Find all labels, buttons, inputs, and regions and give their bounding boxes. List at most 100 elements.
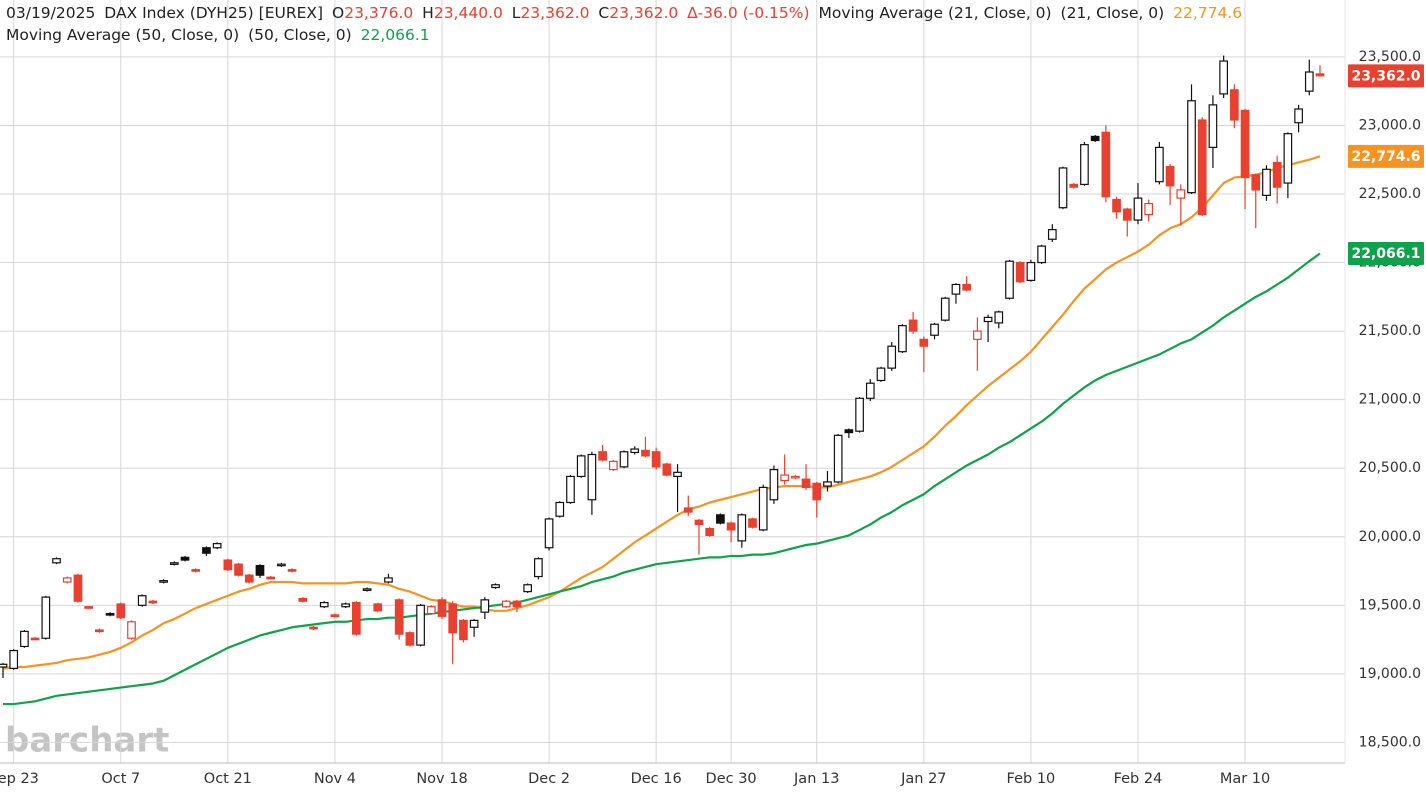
candle — [469, 619, 479, 637]
candle-body — [277, 563, 286, 567]
candle-body — [41, 596, 51, 639]
candle — [459, 619, 468, 643]
candle-body — [608, 460, 618, 471]
candle — [1187, 84, 1196, 195]
candle-body — [1165, 165, 1175, 187]
candle — [20, 630, 29, 648]
candle — [405, 631, 415, 647]
candle-body — [148, 600, 158, 604]
candle-body — [351, 601, 361, 635]
x-tick-label: Nov 4 — [314, 771, 356, 787]
candle — [127, 620, 136, 640]
candle — [1208, 95, 1218, 168]
candle-body — [994, 311, 1004, 324]
candle — [833, 433, 843, 484]
y-tick-label: 19,500.0 — [1359, 597, 1421, 613]
candle — [1047, 224, 1057, 242]
candle — [1112, 196, 1121, 219]
candle — [73, 573, 83, 603]
candle — [694, 518, 704, 555]
candle-body — [234, 563, 243, 576]
candle — [1026, 259, 1036, 282]
candle-body — [801, 478, 811, 489]
x-tick-label: Nov 18 — [416, 771, 467, 787]
candle — [30, 636, 40, 641]
candle — [598, 444, 607, 462]
candle-body — [84, 606, 94, 609]
candle — [255, 564, 265, 578]
candle-body — [898, 325, 907, 353]
candle-body — [62, 577, 72, 583]
candle-body — [641, 449, 650, 457]
candle — [523, 583, 533, 593]
candle — [790, 475, 800, 480]
candle-body — [330, 614, 340, 618]
candle-body — [266, 576, 276, 580]
candle — [748, 517, 757, 529]
candle-body — [137, 595, 147, 606]
candle — [491, 583, 500, 589]
candle-body — [769, 468, 779, 501]
candle — [234, 562, 243, 577]
candle-body — [1304, 71, 1314, 92]
ohlc-key: O — [332, 4, 345, 22]
candle-body — [908, 319, 918, 332]
ohlc-value: 23,376.0 — [344, 4, 414, 22]
candle — [973, 317, 982, 371]
candle — [823, 470, 832, 492]
candle-body — [673, 471, 682, 478]
candle-body — [480, 599, 490, 613]
x-tick-label: Mar 10 — [1220, 771, 1270, 787]
candle — [202, 546, 211, 556]
candle-body — [865, 382, 875, 399]
axes: 18,500.0 19,000.0 19,500.0 20,000.0 20,500.0… — [0, 49, 1424, 787]
candle — [865, 379, 875, 402]
candle-body — [309, 626, 318, 630]
candle — [812, 481, 822, 518]
candle-body — [951, 283, 961, 295]
candle — [448, 601, 458, 665]
candle — [673, 464, 682, 513]
candle-body — [694, 519, 704, 526]
ma-line — [3, 252, 1321, 706]
price-tag-label: 22,774.6 — [1351, 149, 1420, 165]
candle — [705, 527, 715, 537]
candle — [1037, 244, 1046, 264]
candle — [1251, 173, 1261, 229]
candle — [1219, 55, 1228, 99]
candle — [351, 601, 361, 636]
candle-body — [202, 547, 211, 554]
candle — [1262, 165, 1271, 201]
x-tick-label: Feb 24 — [1114, 771, 1163, 787]
candle — [277, 562, 286, 567]
candle — [0, 662, 8, 678]
candle — [212, 542, 222, 550]
candle — [116, 602, 126, 620]
candle-body — [20, 630, 29, 648]
candle-body — [1058, 167, 1068, 209]
candle — [1294, 104, 1303, 133]
y-tick-label: 20,000.0 — [1359, 529, 1421, 545]
candle-body — [619, 451, 629, 468]
candle — [41, 595, 51, 640]
candle-body — [587, 453, 597, 501]
candle-body — [823, 481, 832, 487]
header-line: Moving Average (50, Close, 0) (50, Close… — [6, 24, 1246, 46]
candle — [244, 573, 254, 584]
candle-body — [1197, 119, 1207, 216]
candle-body — [973, 330, 982, 340]
candle — [780, 454, 789, 485]
candle-body — [662, 463, 672, 476]
candle-body — [1112, 198, 1121, 213]
candle-body — [962, 283, 972, 291]
candle — [287, 568, 297, 573]
candle-body — [705, 527, 715, 537]
ohlc-value: 23,362.0 — [520, 4, 590, 22]
x-tick-label: Dec 30 — [706, 771, 757, 787]
candle — [1155, 141, 1164, 185]
candle-body — [844, 429, 854, 434]
candle — [737, 513, 747, 548]
candle — [62, 576, 72, 584]
symbol: DAX Index (DYH25) [EUREX] — [104, 4, 324, 22]
